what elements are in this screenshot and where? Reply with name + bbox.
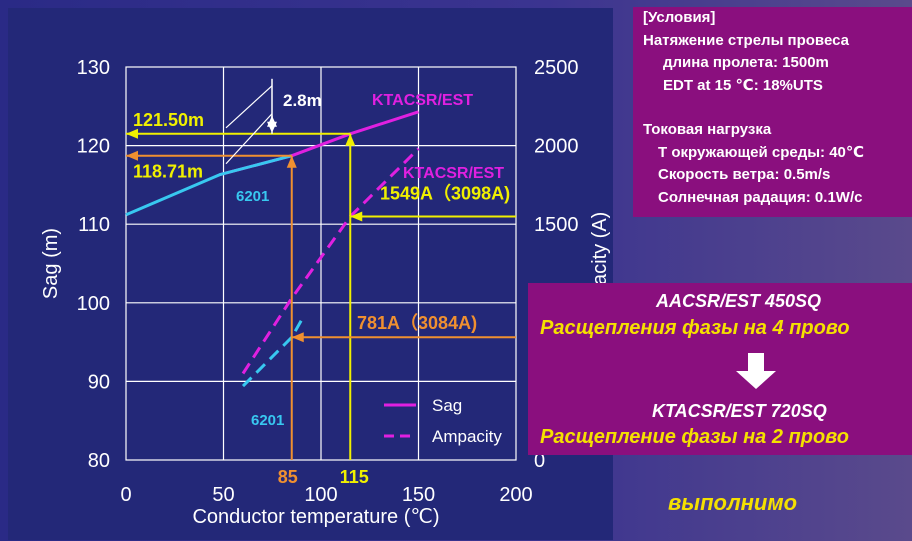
temp-85-ref-arrow <box>286 155 297 168</box>
ampacity-ktacsr-est-line <box>241 147 420 375</box>
ampacity-6201-line <box>241 319 303 388</box>
legend-sag-label: Sag <box>432 396 462 415</box>
ambient-temp: T окружающей среды: 40℃ <box>658 143 865 161</box>
sag-ktacsr-value-label: 121.50m <box>133 110 204 130</box>
current-load-title: Токовая нагрузка <box>643 121 772 138</box>
legend-ampacity-label: Ampacity <box>432 427 502 446</box>
temp-85-label: 85 <box>278 467 298 487</box>
temp-115-label: 115 <box>340 467 369 487</box>
y-tick-label: 100 <box>77 293 110 315</box>
y-tick-label: 80 <box>88 450 110 472</box>
x-tick-label: 50 <box>212 484 234 506</box>
y2-tick-label: 2000 <box>534 136 579 158</box>
y2-tick-label: 2500 <box>534 57 579 79</box>
y-tick-label: 130 <box>77 57 110 79</box>
sag-6201-value-label: 118.71m <box>133 162 203 182</box>
amp-6201-ref-arrow <box>291 332 304 343</box>
amp-ktacsr-value-label: 1549A（3098A) <box>380 183 510 203</box>
sag-diff-leader-lower <box>225 113 273 165</box>
y2-axis-label: acity (A) <box>589 212 611 285</box>
y-tick-label: 110 <box>78 214 110 236</box>
sag-ktacsr-ref-arrow <box>126 128 138 139</box>
conditions-header: [Условия] <box>643 9 716 26</box>
y-tick-label: 120 <box>77 136 110 158</box>
conclusion-text: выполнимо <box>668 490 798 515</box>
y-tick-label: 90 <box>88 371 110 393</box>
x-tick-label: 150 <box>402 484 435 506</box>
sag-ktacsr-series-label: KTACSR/EST <box>372 92 473 109</box>
amp-ktacsr-series-label: KTACSR/EST <box>403 165 504 182</box>
sag-ktacsr-est-line <box>219 110 419 177</box>
amp-6201-value-label: 781A（3084A) <box>357 313 477 333</box>
solar-radiation: Солнечная радация: 0.1W/c <box>658 188 863 206</box>
x-tick-label: 200 <box>499 484 532 506</box>
conversion-box: AACSR/EST 450SQ Расщепления фазы на 4 пр… <box>528 283 912 455</box>
span-length: длина пролета: 1500m <box>663 54 829 71</box>
x-axis-label: Conductor temperature (℃) <box>192 506 439 528</box>
down-arrow-icon <box>736 353 776 389</box>
x-tick-label: 100 <box>304 484 337 506</box>
to-conductor: KTACSR/EST 720SQ <box>652 401 827 421</box>
sag-diff-label: 2.8m <box>283 91 322 110</box>
from-split: Расщепления фазы на 4 прово <box>540 317 850 339</box>
edt-value: EDT at 15 ℃: 18%UTS <box>663 76 823 94</box>
sag-diff-arrow-up <box>267 115 277 127</box>
tension-title: Натяжение стрелы провеса <box>643 31 849 49</box>
amp-6201-series-label: 6201 <box>251 412 284 429</box>
conditions-box: [Условия] Натяжение стрелы провеса длина… <box>633 7 912 217</box>
wind-speed: Скорость ветра: 0.5m/s <box>658 166 831 183</box>
x-tick-label: 0 <box>120 484 131 506</box>
y2-tick-label: 1500 <box>534 214 579 236</box>
from-conductor: AACSR/EST 450SQ <box>656 291 822 311</box>
sag-6201-series-label: 6201 <box>236 188 269 205</box>
sag-diff-leader-upper <box>225 85 273 129</box>
sag-6201-ref-arrow <box>126 150 138 161</box>
y2-tick-label: 0 <box>534 450 545 472</box>
temp-115-ref-arrow <box>345 133 356 146</box>
spacer <box>633 97 912 119</box>
amp-ktacsr-ref-arrow <box>350 211 363 222</box>
y-axis-label: Sag (m) <box>40 228 62 299</box>
sag-6201-line <box>125 154 293 217</box>
to-split: Расщепление фазы на 2 прово <box>540 426 849 448</box>
